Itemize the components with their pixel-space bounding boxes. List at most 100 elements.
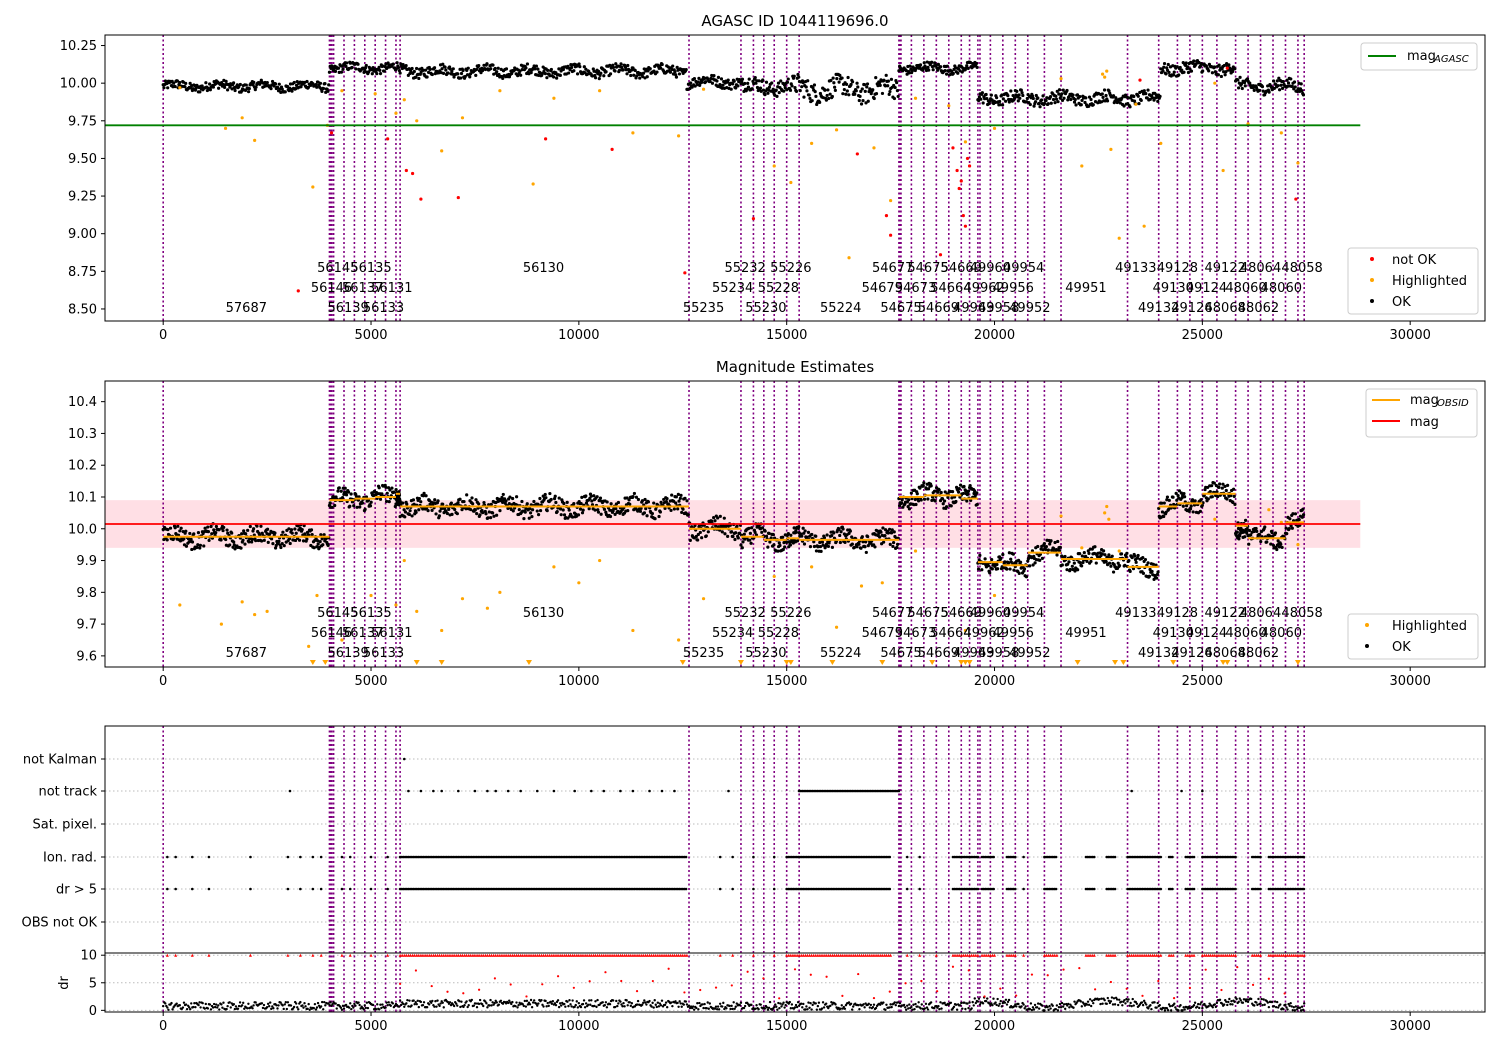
ok-point [764,80,769,84]
highlighted-point [394,603,398,607]
ok-point [189,537,193,541]
dr-ok-point [328,1003,331,1007]
ok-point [987,102,991,106]
ok-point [283,90,287,94]
ok-point [305,79,309,84]
highlighted-point [311,185,315,189]
ok-point [598,496,603,500]
flag-point [648,789,651,793]
ok-point [764,534,769,538]
ok-point [1179,491,1183,495]
highlighted-point [1134,102,1138,106]
ok-point [501,76,505,81]
ok-point [449,501,453,505]
ok-point [398,71,402,75]
highlighted-point [992,126,997,130]
ok-point [584,67,588,71]
ok-point [162,86,166,90]
ok-point [1143,557,1148,562]
dr-ok-point [303,1002,306,1005]
ok-point [838,533,842,538]
below-range-marker [737,660,744,665]
dr-ok-point [340,1008,344,1011]
ok-point [792,74,796,78]
ok-point [957,486,961,491]
ok-point [944,72,949,76]
dr-ok-point [514,1004,517,1008]
ok-point [864,550,868,555]
ok-point [395,61,399,65]
ok-point [255,524,259,528]
highlighted-point [992,593,997,598]
ok-point [491,63,495,67]
flag-point [166,855,169,859]
notok-point [889,233,893,237]
flag-point [311,855,315,859]
dr-ok-point [357,1001,360,1004]
ok-point [428,67,432,71]
ok-point [525,62,530,66]
ok-point [1022,567,1027,571]
flag-point [727,789,730,793]
flag-point [369,855,373,859]
ok-point [1065,88,1069,93]
ok-point [1285,531,1289,536]
ok-point [1103,553,1107,557]
ok-point [918,63,923,67]
ok-point [269,87,273,91]
ok-point [977,95,981,99]
ok-point [802,542,807,546]
ok-point [320,89,324,93]
ok-point [315,539,320,543]
ok-point [863,545,867,549]
ok-point [1293,85,1297,89]
dr-ok-point [297,1008,300,1011]
ok-point [183,85,187,89]
ok-point [477,63,481,68]
flag-point [976,887,980,891]
obsid-label: 54673 [895,281,936,296]
highlighted-point [1080,164,1084,168]
ok-point [740,546,744,550]
ok-point [866,99,870,103]
dr-ok-point [190,1002,193,1005]
ok-point [1004,99,1008,103]
ok-point [1279,83,1283,87]
ok-point [1175,498,1179,502]
obsid-label: 49128 [1157,606,1198,621]
obsid-label: 55228 [758,281,799,296]
dr-ok-point [211,1006,215,1009]
obsid-label: 49952 [1009,646,1050,661]
ok-point [964,489,968,493]
obsid-label: 49951 [1065,281,1106,296]
flag-point [506,789,510,793]
flag-point [1259,855,1262,859]
ok-point [968,483,972,488]
ok-point [1020,91,1024,95]
flag-point [1180,789,1183,793]
highlighted-point [631,131,635,135]
flag-point [918,887,921,891]
ok-point [777,90,781,95]
ok-point [322,533,326,537]
ok-point [775,94,779,98]
ok-point [1040,556,1045,560]
ok-point [844,82,849,87]
ok-point [523,510,527,514]
ok-point [604,70,608,74]
dr-ok-point [208,1003,212,1006]
ok-point [785,540,789,544]
ok-point [567,71,571,75]
ok-point [356,62,360,66]
below-range-marker [783,660,790,665]
ok-point [444,68,448,72]
ok-point [827,96,831,101]
ok-point [1287,526,1291,531]
ok-point [677,499,681,503]
ok-point [1247,528,1252,533]
ok-point [538,508,543,513]
ok-point [315,545,319,549]
below-range-marker [962,660,969,665]
ok-point [1257,532,1262,537]
ok-point [892,96,897,101]
